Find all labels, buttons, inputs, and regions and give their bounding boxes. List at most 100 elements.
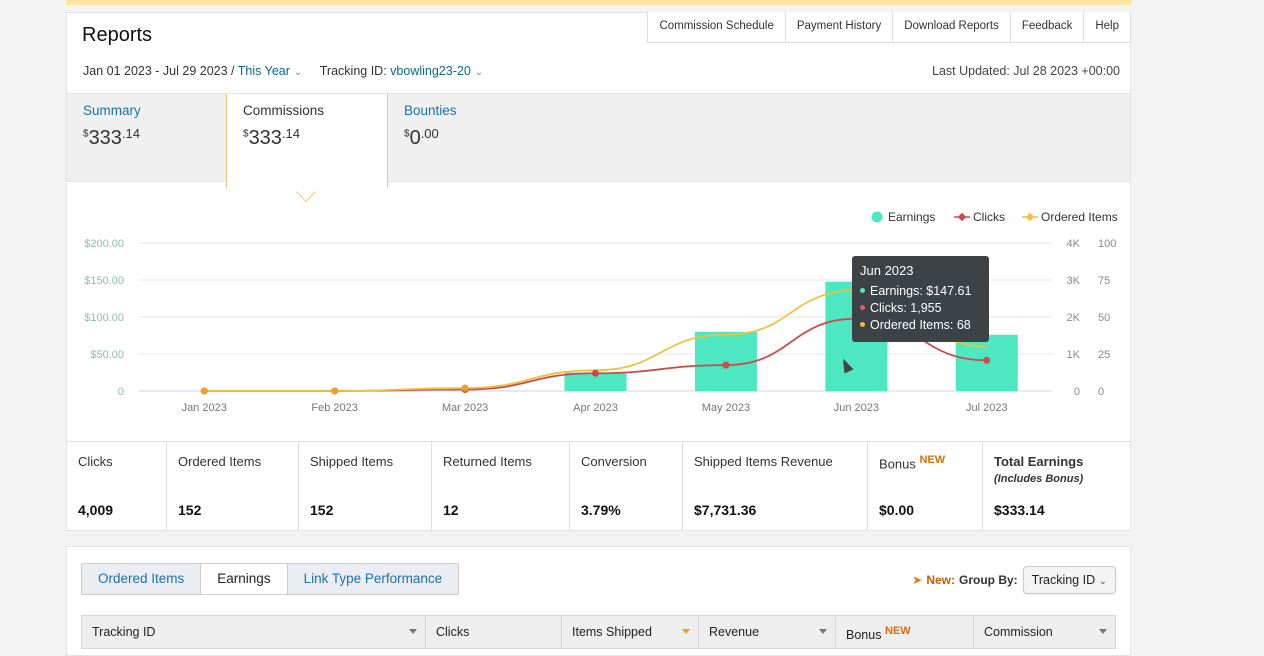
x-tick-label: Jul 2023	[966, 402, 1008, 414]
reports-card: Reports Commission Schedule Payment Hist…	[66, 12, 1131, 531]
clicks-point	[722, 361, 730, 369]
tooltip-ordered: Ordered Items: 68	[860, 318, 981, 332]
tab-bounties[interactable]: Bounties $0.00	[388, 94, 548, 183]
tab-summary[interactable]: Summary $333.14	[67, 94, 227, 183]
x-tick-label: Jun 2023	[834, 402, 879, 414]
ordered-dot-icon	[860, 322, 865, 327]
col-clicks[interactable]: Clicks	[426, 616, 562, 648]
payment-history-link[interactable]: Payment History	[784, 12, 892, 42]
chevron-down-icon: ⌄	[1098, 576, 1107, 587]
legend-ordered-label: Ordered Items	[1041, 210, 1118, 224]
tab-commissions-label: Commissions	[243, 103, 325, 118]
sort-arrow-icon	[682, 629, 690, 634]
group-by-select[interactable]: Tracking ID ⌄	[1022, 566, 1116, 594]
y-right-clicks-tick-label: 4K	[1067, 238, 1081, 250]
col-items-shipped[interactable]: Items Shipped	[562, 616, 699, 648]
clicks-point	[592, 369, 599, 377]
stat-conversion: Conversion 3.79%	[570, 442, 683, 531]
tab-commissions[interactable]: Commissions $333.14	[226, 94, 388, 188]
stat-returned-items: Returned Items 12	[432, 442, 570, 531]
col-bonus[interactable]: Bonus NEW	[836, 616, 974, 648]
stat-shipped-revenue: Shipped Items Revenue $7,731.36	[683, 442, 868, 531]
tooltip-earnings: Earnings: $147.61	[860, 284, 981, 298]
chart-tooltip: Jun 2023 Earnings: $147.61 Clicks: 1,955…	[852, 256, 989, 342]
report-filters: Jan 01 2023 - Jul 29 2023 / This Year ⌄ T…	[83, 64, 483, 78]
x-tick-label: Mar 2023	[442, 402, 488, 414]
new-badge: NEW	[919, 454, 946, 466]
tab-earnings[interactable]: Earnings	[200, 564, 287, 594]
tab-ordered-items[interactable]: Ordered Items	[98, 571, 185, 586]
legend-clicks-icon	[957, 212, 967, 222]
y-right-clicks-tick-label: 3K	[1067, 275, 1081, 287]
earnings-chart: 0 0 0 $50.00 1K 25 $100.00 2K 50 $150.00 3K 75 $200.…	[84, 210, 1118, 414]
y-left-tick-label: $100.00	[84, 312, 124, 324]
chevron-down-icon: ⌄	[293, 67, 303, 78]
tab-summary-label: Summary	[83, 103, 141, 118]
tab-summary-amount: $333.14	[83, 126, 141, 149]
legend-clicks-label: Clicks	[973, 210, 1005, 224]
sort-arrow-icon	[409, 629, 417, 634]
date-preset-label: This Year	[237, 64, 290, 78]
y-right-clicks-tick-label: 2K	[1067, 312, 1081, 324]
earnings-bar	[564, 372, 627, 391]
date-preset-dropdown[interactable]: This Year ⌄	[238, 64, 303, 78]
legend-earnings-icon	[871, 211, 883, 223]
y-left-tick-label: $50.00	[90, 349, 124, 361]
x-tick-label: May 2023	[702, 402, 750, 414]
x-tick-label: Feb 2023	[311, 402, 357, 414]
x-tick-label: Jan 2023	[182, 402, 227, 414]
stat-total-earnings: Total Earnings (Includes Bonus) $333.14	[994, 454, 1084, 518]
legend-ordered-icon	[1025, 212, 1035, 222]
x-tick-label: Apr 2023	[573, 402, 618, 414]
tooltip-clicks: Clicks: 1,955	[860, 301, 981, 315]
ordered-items-point	[461, 384, 469, 392]
y-right-ordered-tick-label: 100	[1098, 238, 1116, 250]
chevron-down-icon: ⌄	[474, 67, 484, 78]
tracking-id-value: vbowling23-20	[390, 64, 471, 78]
group-by-new: New:	[926, 573, 955, 587]
tab-link-type-performance[interactable]: Link Type Performance	[286, 564, 459, 594]
col-tracking-id[interactable]: Tracking ID	[82, 616, 426, 648]
y-right-ordered-tick-label: 0	[1098, 386, 1104, 398]
tab-bounties-label: Bounties	[404, 103, 457, 118]
ordered-items-point	[331, 387, 339, 395]
page-title: Reports	[82, 24, 153, 46]
download-reports-link[interactable]: Download Reports	[892, 12, 1010, 42]
details-card: Ordered Items Earnings Link Type Perform…	[66, 546, 1131, 656]
details-tabs: Ordered Items Earnings Link Type Perform…	[81, 563, 460, 595]
stat-shipped-items: Shipped Items 152	[299, 442, 432, 531]
group-by: ➤ New: Group By: Tracking ID ⌄	[912, 566, 1116, 594]
y-right-ordered-tick-label: 50	[1098, 312, 1110, 324]
megaphone-icon: ➤	[912, 573, 923, 587]
report-nav-links: Commission Schedule Payment History Down…	[647, 12, 1131, 43]
earnings-bar	[694, 331, 757, 391]
y-right-clicks-tick-label: 1K	[1067, 349, 1081, 361]
stat-bonus: Bonus NEW $0.00	[868, 442, 983, 531]
tracking-id-dropdown[interactable]: vbowling23-20 ⌄	[390, 64, 483, 78]
y-left-tick-label: $150.00	[84, 275, 124, 287]
feedback-link[interactable]: Feedback	[1009, 12, 1084, 42]
legend-earnings-label: Earnings	[888, 210, 935, 224]
clicks-dot-icon	[860, 305, 865, 310]
sort-arrow-icon	[819, 629, 827, 634]
y-left-tick-label: 0	[118, 386, 124, 398]
tooltip-title: Jun 2023	[860, 263, 914, 278]
ordered-items-point	[200, 387, 208, 395]
summary-tabs: Summary $333.14 Commissions $333.14 Boun…	[67, 93, 1130, 188]
stat-clicks: Clicks 4,009	[67, 442, 167, 531]
table-header: Tracking ID Clicks Items Shipped Revenue…	[81, 615, 1116, 649]
y-left-tick-label: $200.00	[84, 238, 124, 250]
last-updated: Last Updated: Jul 28 2023 +00:00	[932, 64, 1120, 78]
notification-bar	[66, 0, 1131, 5]
clicks-point	[983, 356, 991, 364]
commission-schedule-link[interactable]: Commission Schedule	[659, 20, 774, 32]
tab-bounties-amount: $0.00	[404, 126, 439, 149]
col-commission[interactable]: Commission	[974, 616, 1115, 648]
stat-ordered-items: Ordered Items 152	[167, 442, 299, 531]
tracking-id-label: Tracking ID:	[319, 64, 387, 78]
col-revenue[interactable]: Revenue	[699, 616, 836, 648]
group-by-label: Group By:	[959, 573, 1018, 587]
stats-row: Clicks 4,009 Ordered Items 152 Shipped Ite…	[67, 441, 1130, 531]
sort-arrow-icon	[1099, 629, 1107, 634]
help-link[interactable]: Help	[1083, 12, 1130, 42]
